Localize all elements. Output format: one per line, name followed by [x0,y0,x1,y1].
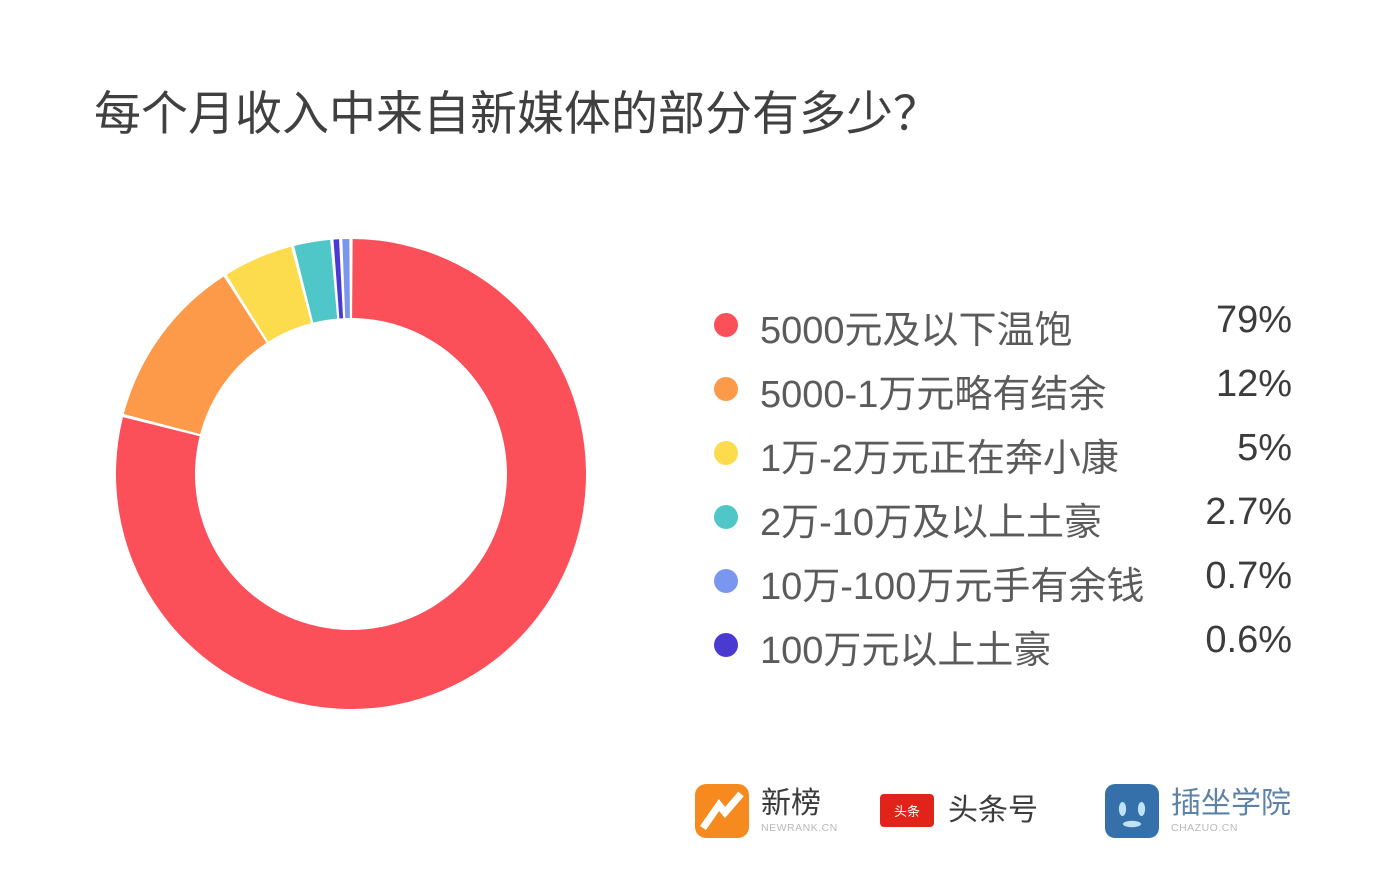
svg-text:头条: 头条 [894,804,920,819]
